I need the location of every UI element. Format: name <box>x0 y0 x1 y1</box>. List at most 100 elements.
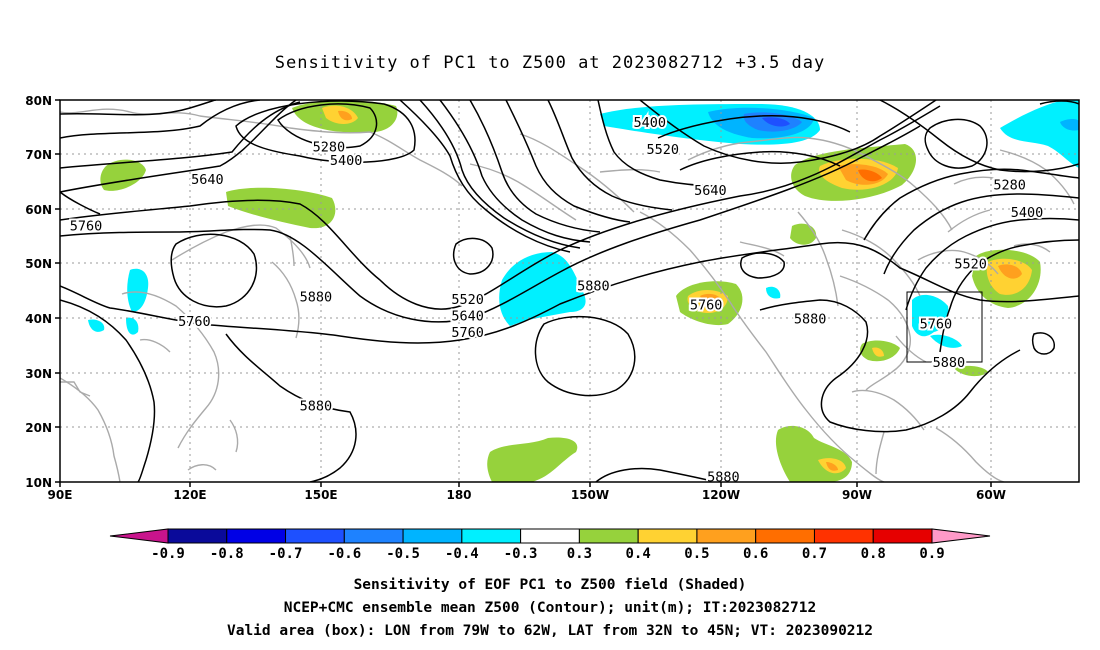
contour-label-layer: 5280540056405760588057605880540055205640… <box>68 113 1045 488</box>
colorbar-cell <box>813 528 874 544</box>
footer-shading-caption: Sensitivity of EOF PC1 to Z500 field (Sh… <box>354 577 747 593</box>
negative-sensitivity-patch <box>127 268 149 312</box>
colorbar-label: -0.7 <box>269 546 303 562</box>
contour-label: 5400 <box>1011 205 1044 221</box>
colorbar-cell <box>461 528 522 544</box>
colorbar-label: 0.9 <box>919 546 944 562</box>
valid-area-box <box>906 291 983 363</box>
colorbar-cell <box>167 528 228 544</box>
negative-sensitivity-patch <box>126 317 139 335</box>
positive-sensitivity-core <box>998 264 1022 279</box>
colorbar: -0.9 -0.8 -0.7 -0.6 -0.5 -0.4 -0.3 0.3 0.4 0.5 0.6… <box>109 528 991 562</box>
contour-label: 5520 <box>954 257 987 273</box>
contour-label: 5400 <box>330 153 363 169</box>
lat-tick-label: 80N <box>25 94 52 108</box>
z500-contours <box>60 100 1079 482</box>
contour-label: 5640 <box>694 183 727 199</box>
lat-tick-label: 30N <box>25 367 52 381</box>
colorbar-cell <box>285 528 345 544</box>
positive-sensitivity-patch <box>775 425 852 482</box>
lat-tick-label: 40N <box>25 312 52 326</box>
sensitivity-shading <box>88 100 1079 482</box>
colorbar-cell <box>520 528 580 544</box>
contour-label: 5280 <box>993 178 1026 194</box>
contour-label: 5640 <box>191 172 224 188</box>
lon-tick-label: 60W <box>976 488 1006 502</box>
colorbar-low-extend <box>109 528 169 544</box>
colorbar-cell <box>578 528 639 544</box>
lon-tick-label: 120E <box>173 488 206 502</box>
colorbar-label: -0.9 <box>151 546 185 562</box>
colorbar-label: 0.8 <box>861 546 886 562</box>
colorbar-cell <box>755 528 815 544</box>
contour-label: 5880 <box>933 355 966 371</box>
lon-tick-label: 90W <box>842 488 872 502</box>
coastlines <box>60 108 1075 482</box>
colorbar-label: 0.3 <box>567 546 592 562</box>
footer-contour-caption: NCEP+CMC ensemble mean Z500 (Contour); u… <box>284 600 817 616</box>
lat-tick-label: 50N <box>25 257 52 271</box>
map-plot: 5280540056405760588057605880540055205640… <box>25 94 1080 502</box>
contour-label: 5880 <box>794 311 827 327</box>
colorbar-label: -0.3 <box>504 546 538 562</box>
positive-sensitivity-core <box>338 110 352 121</box>
negative-sensitivity-patch <box>912 294 949 337</box>
positive-sensitivity-patch <box>226 187 336 229</box>
lon-tick-label: 90E <box>48 488 73 502</box>
colorbar-label: -0.6 <box>327 546 361 562</box>
colorbar-cell <box>402 528 463 544</box>
colorbar-label: 0.5 <box>684 546 709 562</box>
footer-valid-area-caption: Valid area (box): LON from 79W to 62W, L… <box>227 623 873 639</box>
colorbar-label: 0.7 <box>802 546 827 562</box>
colorbar-cell <box>637 528 698 544</box>
contour-label: 5760 <box>690 298 723 314</box>
contour-label: 5760 <box>178 314 211 330</box>
colorbar-label: -0.5 <box>386 546 420 562</box>
contour-label: 5640 <box>451 309 484 325</box>
contour-label: 5880 <box>577 279 610 295</box>
contour-label: 5520 <box>451 292 484 308</box>
colorbar-cell <box>343 528 404 544</box>
contour-label: 5880 <box>300 289 333 305</box>
negative-sensitivity-core <box>1060 119 1079 131</box>
positive-sensitivity-core <box>700 293 722 305</box>
colorbar-label: -0.4 <box>445 546 479 562</box>
lon-tick-label: 180 <box>446 488 471 502</box>
colorbar-high-extend <box>931 528 991 544</box>
graticule <box>60 100 1079 482</box>
negative-sensitivity-patch <box>88 319 105 332</box>
contour-label: 5280 <box>313 139 346 155</box>
lon-axis: 90E 120E 150E 180 150W 120W 90W 60W <box>48 482 1006 502</box>
lat-axis: 80N 70N 60N 50N 40N 30N 20N 10N <box>25 94 60 490</box>
contour-label: 5760 <box>70 219 103 235</box>
lon-tick-label: 150E <box>304 488 337 502</box>
positive-sensitivity-core <box>826 462 838 471</box>
colorbar-cell <box>696 528 757 544</box>
colorbar-cell <box>872 528 933 544</box>
negative-sensitivity-core <box>762 117 790 127</box>
lat-tick-label: 60N <box>25 203 52 217</box>
positive-sensitivity-patch <box>954 365 988 377</box>
contour-label: 5400 <box>633 115 666 131</box>
lat-tick-label: 20N <box>25 421 52 435</box>
negative-sensitivity-patch <box>930 334 962 348</box>
positive-sensitivity-core <box>872 347 884 357</box>
positive-sensitivity-patch <box>487 437 578 482</box>
colorbar-label: 0.4 <box>626 546 651 562</box>
positive-sensitivity-patch <box>790 223 817 245</box>
contour-label: 5880 <box>707 470 740 486</box>
lat-tick-label: 10N <box>25 476 52 490</box>
contour-label: 5520 <box>646 142 679 158</box>
colorbar-cell <box>226 528 287 544</box>
lat-tick-label: 70N <box>25 148 52 162</box>
contour-label: 5760 <box>451 325 484 341</box>
negative-sensitivity-patch <box>1000 100 1079 168</box>
map-frame <box>59 99 1080 483</box>
figure-title: Sensitivity of PC1 to Z500 at 2023082712… <box>275 53 826 73</box>
colorbar-label: -0.8 <box>210 546 244 562</box>
contour-label: 5760 <box>920 317 953 333</box>
positive-sensitivity-core <box>858 169 882 182</box>
lon-tick-label: 120W <box>702 488 740 502</box>
negative-sensitivity-patch <box>766 286 781 299</box>
